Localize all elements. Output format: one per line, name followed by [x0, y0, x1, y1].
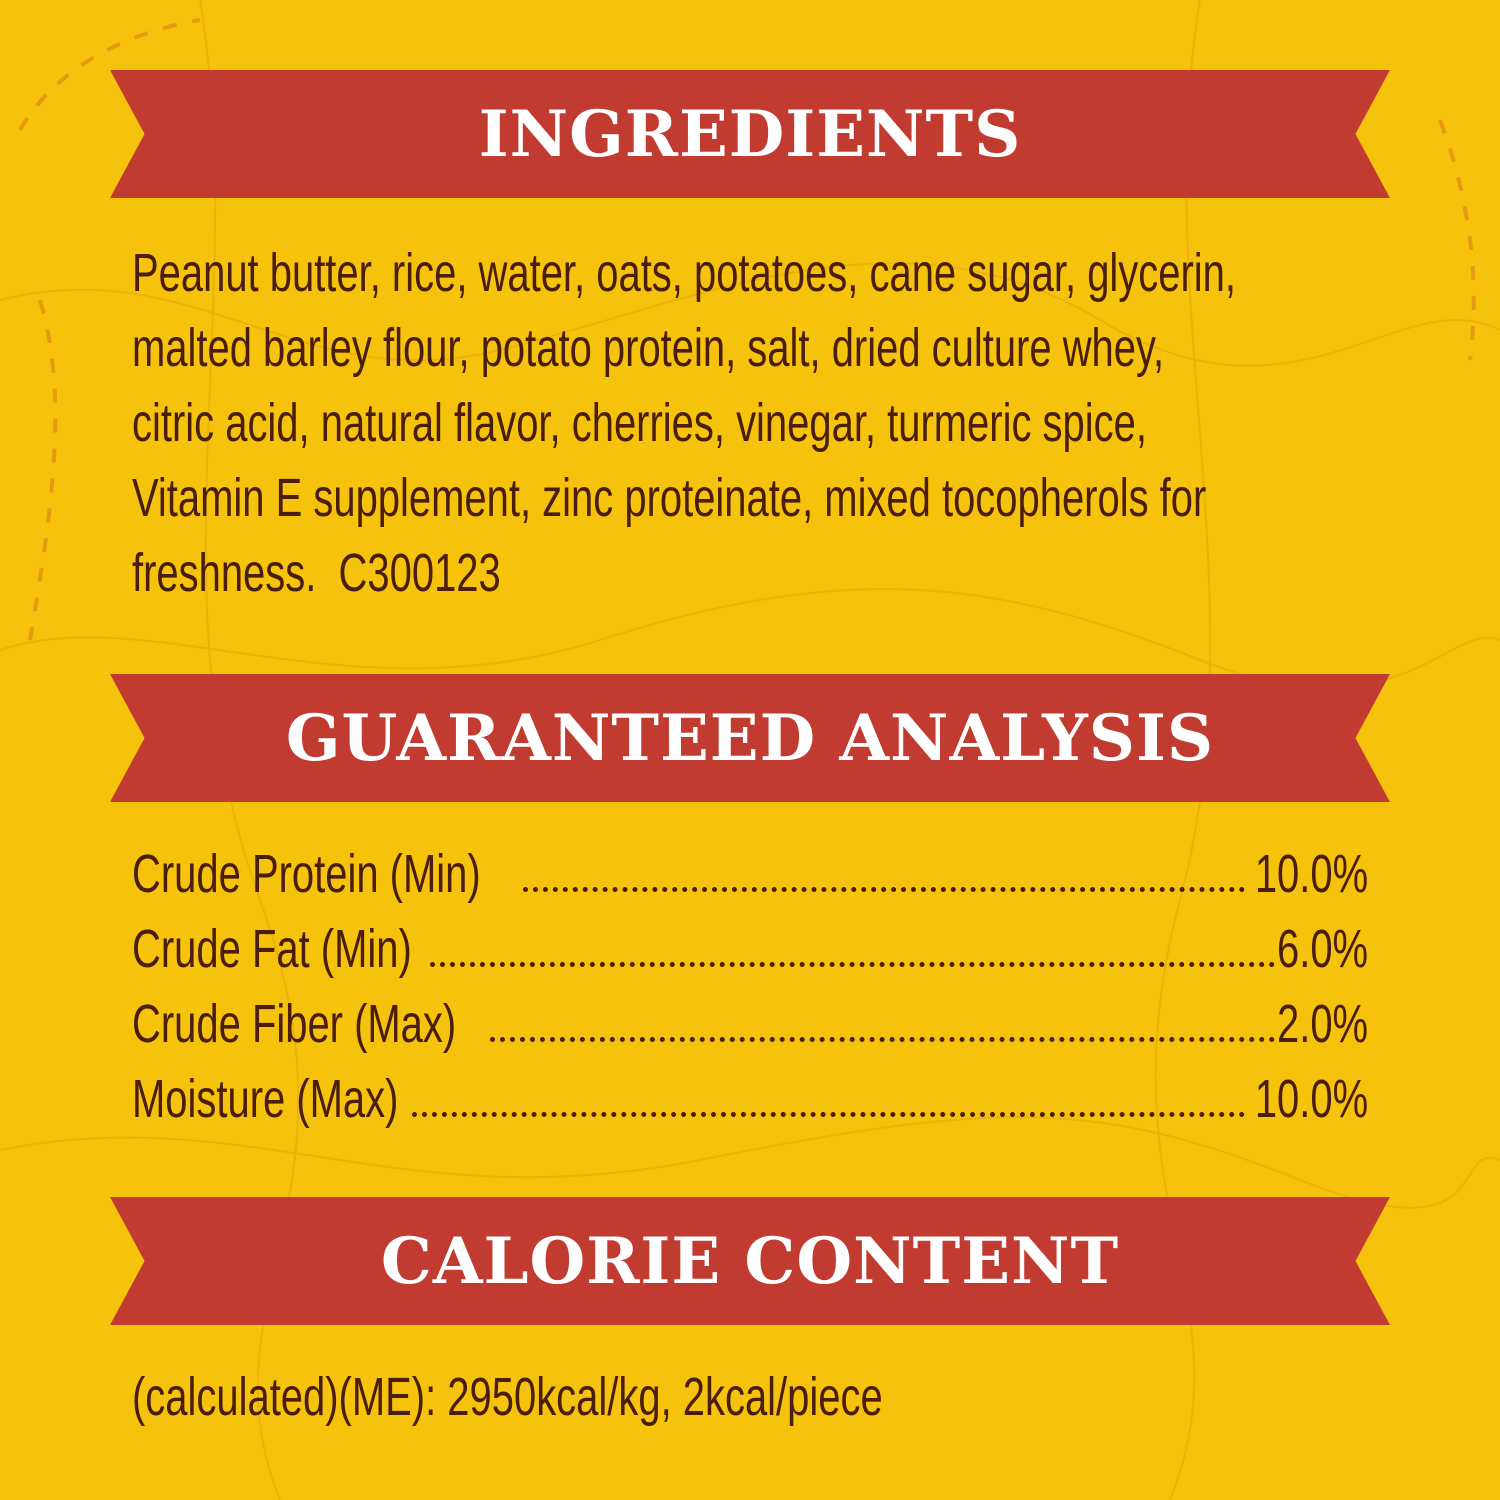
ingredients-title: INGREDIENTS [478, 96, 1022, 172]
dot-leader [490, 1037, 1275, 1042]
dot-leader [523, 887, 1245, 892]
analysis-banner: GUARANTEED ANALYSIS [110, 674, 1390, 802]
ingredients-line: Peanut butter, rice, water, oats, potato… [132, 243, 1236, 303]
calorie-banner: CALORIE CONTENT [110, 1197, 1390, 1325]
analysis-row: Crude Protein (Min) 10.0% [132, 843, 1368, 918]
calorie-text: (calculated)(ME): 2950kcal/kg, 2kcal/pie… [132, 1367, 883, 1427]
ingredients-banner: INGREDIENTS [110, 70, 1390, 198]
ingredients-list: Peanut butter, rice, water, oats, potato… [132, 236, 1500, 611]
analysis-row: Crude Fiber (Max) 2.0% [132, 993, 1368, 1068]
calorie-title: CALORIE CONTENT [380, 1223, 1120, 1299]
analysis-title: GUARANTEED ANALYSIS [285, 700, 1215, 776]
ingredients-line: Vitamin E supplement, zinc proteinate, m… [132, 468, 1207, 528]
analysis-label: Crude Fat (Min) [132, 919, 412, 979]
analysis-row: Moisture (Max) 10.0% [132, 1068, 1368, 1143]
analysis-label: Crude Protein (Min) [132, 844, 481, 904]
ingredients-line: malted barley flour, potato protein, sal… [132, 318, 1165, 378]
ingredients-line: citric acid, natural flavor, cherries, v… [132, 393, 1147, 453]
analysis-value: 2.0% [1276, 994, 1368, 1054]
analysis-row: Crude Fat (Min) 6.0% [132, 918, 1368, 993]
ingredients-line: freshness. C300123 [132, 543, 501, 603]
analysis-value: 10.0% [1254, 1069, 1368, 1129]
analysis-label: Moisture (Max) [132, 1069, 399, 1129]
dot-leader [430, 962, 1275, 967]
analysis-table: Crude Protein (Min) 10.0% Crude Fat (Min… [132, 843, 1368, 1143]
analysis-value: 10.0% [1254, 844, 1368, 904]
analysis-value: 6.0% [1276, 919, 1368, 979]
calorie-content: (calculated)(ME): 2950kcal/kg, 2kcal/pie… [132, 1360, 1146, 1435]
analysis-label: Crude Fiber (Max) [132, 994, 457, 1054]
dot-leader [412, 1112, 1245, 1117]
